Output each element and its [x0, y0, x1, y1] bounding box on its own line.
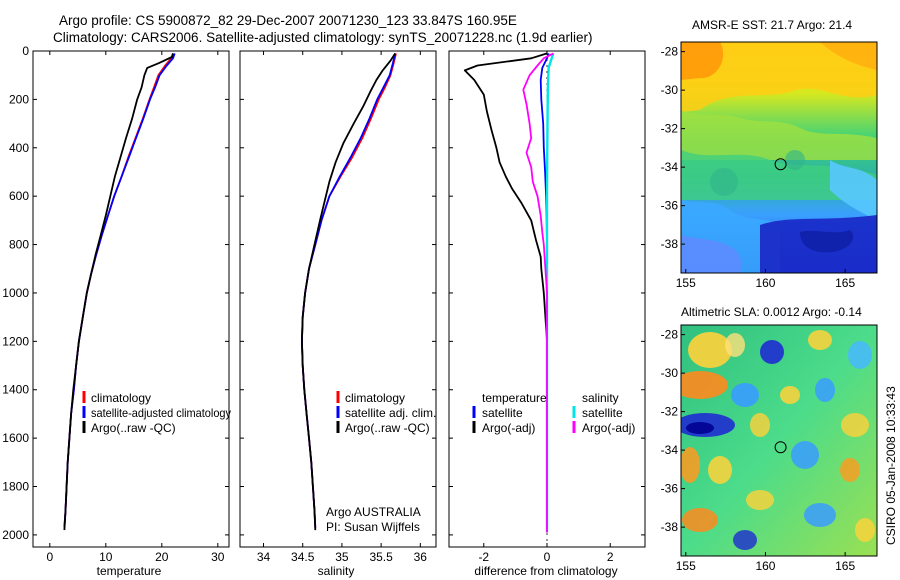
salinity-series-climatology-0	[301, 53, 397, 528]
map-y-tick-label: -34	[661, 443, 679, 457]
map-y-tick-label: -28	[661, 328, 679, 342]
map-x-tick-label: 165	[835, 559, 855, 573]
legend-label-climatology: climatology	[345, 391, 405, 405]
sst-float-position-marker	[774, 158, 787, 171]
sst-map-title: AMSR-E SST: 21.7 Argo: 21.4	[692, 18, 852, 32]
legend-label-satellite: satellite-adjusted climatology	[91, 406, 231, 420]
salinity-panel: 34 34.5 35 35.5 36 salinity climatology sate…	[239, 50, 437, 578]
temperature-plot-lines	[63, 53, 176, 531]
map-y-tick-label: -38	[661, 520, 679, 534]
difference-ticks: -2 0 2	[449, 50, 645, 564]
difference-series-argo-adj-1	[463, 52, 548, 533]
y-tick-label: 1200	[2, 334, 29, 348]
difference-series-satellite-2	[545, 53, 555, 533]
x-tick-label: 35	[335, 550, 349, 564]
temperature-series-argo-raw-qc-2	[63, 53, 174, 531]
y-tick-label: 200	[9, 92, 29, 106]
legend-heading-temperature: temperature	[482, 391, 547, 405]
x-tick-label: 34	[257, 550, 271, 564]
sst-map-ticks: 155 160 165 -28 -30 -32 -34 -36 -38	[661, 45, 856, 290]
x-tick-label: 35.5	[369, 550, 393, 564]
sla-float-position-marker	[774, 441, 787, 454]
sst-field	[681, 42, 877, 273]
legend-label-sal-satellite: satellite	[582, 406, 623, 420]
map-y-tick-label: -38	[661, 237, 679, 251]
legend-label-climatology: climatology	[91, 391, 151, 405]
x-tick-label: 0	[46, 550, 53, 564]
map-x-tick-label: 165	[835, 276, 855, 290]
legend-label-argo: Argo(..raw -QC)	[345, 421, 430, 435]
temperature-series-satellite-adjusted-climatology-1	[63, 53, 176, 528]
temperature-panel: 0 200 400 600 800 1000 1200 1400 1600 1800 2000 0 10…	[2, 44, 231, 578]
y-tick-label: 800	[9, 238, 29, 252]
y-tick-label: 1000	[2, 286, 29, 300]
y-tick-label: 2000	[2, 528, 29, 542]
salinity-legend: climatology satellite adj. clim. Argo(..…	[336, 391, 436, 435]
x-tick-label: 36	[414, 550, 428, 564]
map-y-tick-label: -36	[661, 482, 679, 496]
salinity-series-argo-raw-qc-2	[301, 52, 396, 531]
x-tick-label: 20	[155, 550, 169, 564]
difference-series-argo-adj-3	[522, 52, 554, 533]
sst-map-frame	[680, 41, 878, 274]
sla-field	[681, 325, 877, 556]
difference-plot-lines	[463, 52, 555, 547]
salinity-xlabel: salinity	[318, 564, 355, 578]
y-tick-label: 0	[22, 44, 29, 58]
temperature-ticks: 0 200 400 600 800 1000 1200 1400 1600 1800 2000 0 10…	[2, 44, 229, 564]
map-y-tick-label: -32	[661, 122, 679, 136]
map-x-tick-label: 155	[676, 276, 696, 290]
map-x-tick-label: 155	[676, 559, 696, 573]
float-pi-label: PI: Susan Wijffels	[326, 520, 420, 534]
legend-label-satellite: satellite adj. clim.	[345, 406, 436, 420]
map-y-tick-label: -28	[661, 45, 679, 59]
y-tick-label: 1600	[2, 431, 29, 445]
difference-xlabel: difference from climatology	[474, 564, 617, 578]
x-tick-label: -2	[478, 550, 489, 564]
difference-legend: temperature satellite Argo(-adj) salinit…	[472, 391, 635, 435]
y-tick-label: 400	[9, 141, 29, 155]
difference-panel: -2 0 2 difference from climatology tempera…	[448, 50, 646, 578]
legend-heading-salinity: salinity	[582, 391, 619, 405]
figure-title-line-1: Argo profile: CS 5900872_82 29-Dec-2007 …	[59, 13, 517, 28]
map-y-tick-label: -36	[661, 199, 679, 213]
legend-label-argo: Argo(..raw -QC)	[91, 421, 176, 435]
temperature-xlabel: temperature	[97, 564, 162, 578]
temperature-series-climatology-0	[63, 53, 174, 528]
salinity-ticks: 34 34.5 35 35.5 36	[240, 50, 436, 564]
sla-map-title: Altimetric SLA: 0.0012 Argo: -0.14	[681, 305, 862, 319]
legend-label-sal-argo: Argo(-adj)	[582, 421, 635, 435]
sst-map: AMSR-E SST: 21.7 Argo: 21.4 155 160 165 -28…	[661, 18, 878, 290]
y-tick-label: 600	[9, 189, 29, 203]
x-tick-label: 10	[99, 550, 113, 564]
float-program-label: Argo AUSTRALIA	[326, 505, 421, 519]
salinity-plot-lines	[301, 52, 397, 531]
x-tick-label: 30	[211, 550, 225, 564]
x-tick-label: 2	[607, 550, 614, 564]
map-y-tick-label: -34	[661, 160, 679, 174]
x-tick-label: 0	[544, 550, 551, 564]
y-tick-label: 1400	[2, 383, 29, 397]
legend-label-temp-argo: Argo(-adj)	[482, 421, 535, 435]
map-y-tick-label: -32	[661, 405, 679, 419]
salinity-series-satellite-adj-clim-1	[301, 53, 397, 528]
figure-title-line-2: Climatology: CARS2006. Satellite-adjuste…	[53, 30, 593, 45]
sla-map-frame	[680, 324, 878, 557]
map-y-tick-label: -30	[661, 366, 679, 380]
map-x-tick-label: 160	[755, 559, 775, 573]
credit-timestamp: CSIRO 05-Jan-2008 10:33:43	[884, 386, 898, 545]
map-y-tick-label: -30	[661, 83, 679, 97]
sla-map: Altimetric SLA: 0.0012 Argo: -0.14	[661, 305, 878, 573]
temperature-axes-box	[32, 50, 230, 548]
salinity-axes-box	[239, 50, 437, 548]
map-x-tick-label: 160	[755, 276, 775, 290]
y-tick-label: 1800	[2, 480, 29, 494]
x-tick-label: 34.5	[291, 550, 315, 564]
temperature-legend: climatology satellite-adjusted climatolo…	[82, 391, 231, 435]
legend-label-temp-satellite: satellite	[482, 406, 523, 420]
sla-map-ticks: 155 160 165 -28 -30 -32 -34 -36 -38	[661, 328, 856, 573]
